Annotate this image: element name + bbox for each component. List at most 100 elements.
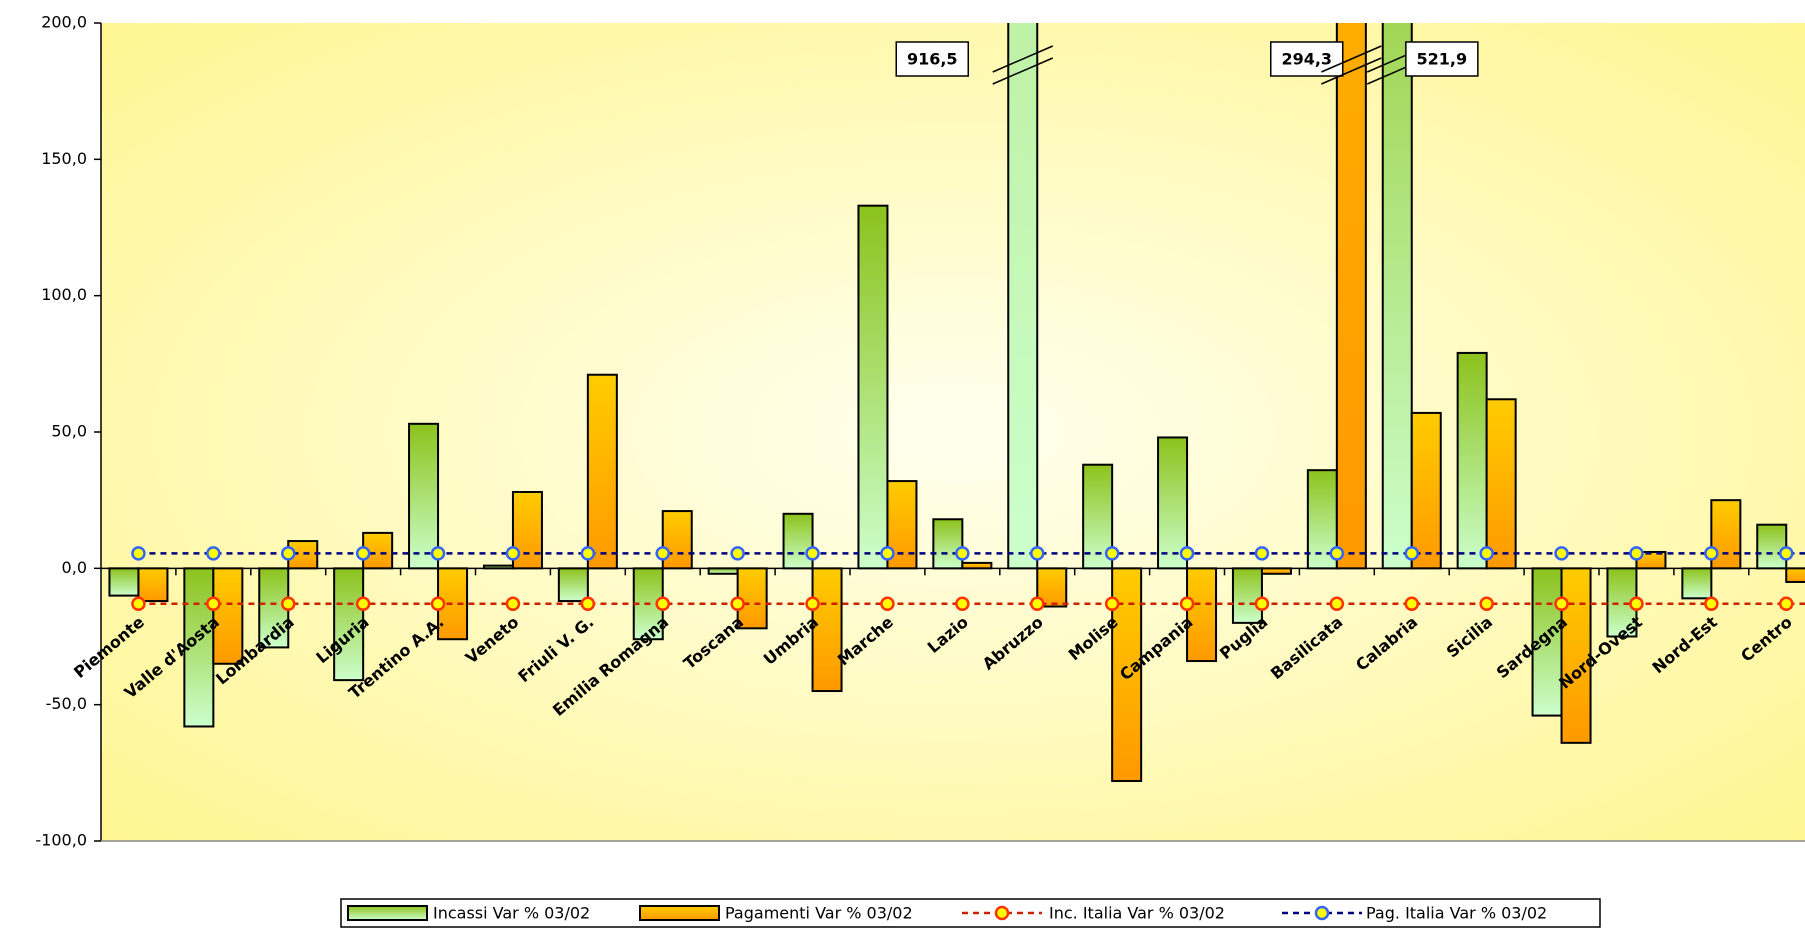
marker xyxy=(281,596,296,612)
marker xyxy=(1254,596,1270,612)
marker xyxy=(955,596,970,612)
break-mark xyxy=(992,45,1054,73)
marker xyxy=(880,596,895,612)
value-label: 294,3 xyxy=(1281,50,1332,69)
legend-swatch xyxy=(639,905,720,921)
y-tick-label: 0,0 xyxy=(62,558,87,577)
marker xyxy=(1554,596,1569,612)
marker xyxy=(1704,546,1719,561)
legend-label: Incassi Var % 03/02 xyxy=(433,904,590,923)
marker xyxy=(281,546,296,561)
bar xyxy=(782,512,814,570)
break-mark xyxy=(1321,45,1382,73)
bar xyxy=(1681,567,1713,600)
y-tick-label: 200,0 xyxy=(41,13,87,32)
bar xyxy=(408,422,440,570)
value-label-box xyxy=(895,41,969,77)
bar xyxy=(961,561,993,570)
legend-swatch xyxy=(347,905,428,921)
marker xyxy=(131,596,146,612)
value-label-box xyxy=(1270,41,1344,77)
marker xyxy=(430,596,446,612)
bar xyxy=(1260,567,1292,575)
bar xyxy=(1756,523,1788,570)
marker xyxy=(430,546,446,561)
bar xyxy=(1157,436,1189,570)
marker xyxy=(1704,596,1719,612)
marker xyxy=(580,596,596,612)
marker xyxy=(1104,546,1120,561)
bar xyxy=(1186,567,1218,663)
legend-box xyxy=(340,898,1601,928)
y-tick-label: 50,0 xyxy=(51,422,87,441)
value-label: 521,9 xyxy=(1417,50,1468,69)
bar xyxy=(1381,23,1413,570)
bar xyxy=(1485,398,1517,570)
marker xyxy=(805,546,820,561)
bar xyxy=(586,373,618,570)
marker xyxy=(1179,546,1195,561)
legend-marker xyxy=(1314,905,1330,921)
marker xyxy=(1779,546,1794,561)
marker xyxy=(1030,596,1045,612)
bar xyxy=(932,518,964,570)
marker xyxy=(880,546,895,561)
marker xyxy=(730,546,745,561)
marker xyxy=(1479,546,1494,561)
marker xyxy=(1254,546,1270,561)
break-mark xyxy=(992,57,1054,85)
marker xyxy=(1479,596,1494,612)
marker xyxy=(355,546,371,561)
marker xyxy=(655,546,670,561)
bar xyxy=(811,567,843,693)
marker xyxy=(355,596,371,612)
bar xyxy=(183,567,215,728)
marker xyxy=(655,596,670,612)
marker xyxy=(955,546,970,561)
plot xyxy=(101,23,1805,783)
legend-label: Inc. Italia Var % 03/02 xyxy=(1049,904,1225,923)
break-mark xyxy=(1321,57,1382,85)
overlay: 916,5 294,3 521,9 xyxy=(895,41,1479,85)
legend-label: Pagamenti Var % 03/02 xyxy=(725,904,913,923)
marker xyxy=(1329,546,1345,561)
y-tick-label: 150,0 xyxy=(41,149,87,168)
marker xyxy=(580,546,596,561)
y-tick-label: 100,0 xyxy=(41,285,87,304)
marker xyxy=(1554,546,1569,561)
bar xyxy=(1410,411,1442,570)
marker xyxy=(505,546,521,561)
marker xyxy=(1404,546,1419,561)
bar xyxy=(1306,469,1338,570)
bar xyxy=(1456,351,1488,570)
y-tick-label: -100,0 xyxy=(35,831,87,850)
legend-label: Pag. Italia Var % 03/02 xyxy=(1366,904,1547,923)
marker xyxy=(1329,596,1345,612)
value-label: 916,5 xyxy=(907,50,958,69)
marker xyxy=(131,546,146,561)
marker xyxy=(1629,596,1644,612)
bar xyxy=(661,510,693,570)
bar xyxy=(1785,567,1805,583)
bar xyxy=(557,567,589,603)
marker xyxy=(1030,546,1045,561)
bar xyxy=(212,567,244,665)
marker xyxy=(1179,596,1195,612)
marker xyxy=(805,596,820,612)
marker xyxy=(206,546,221,561)
value-label-box xyxy=(1405,41,1479,77)
bar xyxy=(108,567,140,597)
marker xyxy=(1404,596,1419,612)
bar xyxy=(1335,23,1367,570)
bar xyxy=(1007,23,1039,570)
bar xyxy=(857,204,889,570)
marker xyxy=(1779,596,1794,612)
marker xyxy=(730,596,745,612)
bar xyxy=(1231,567,1263,624)
y-tick-label: -50,0 xyxy=(46,694,87,713)
bar xyxy=(137,567,169,603)
legend-marker xyxy=(994,905,1010,921)
bar xyxy=(707,567,739,575)
marker xyxy=(505,596,521,612)
